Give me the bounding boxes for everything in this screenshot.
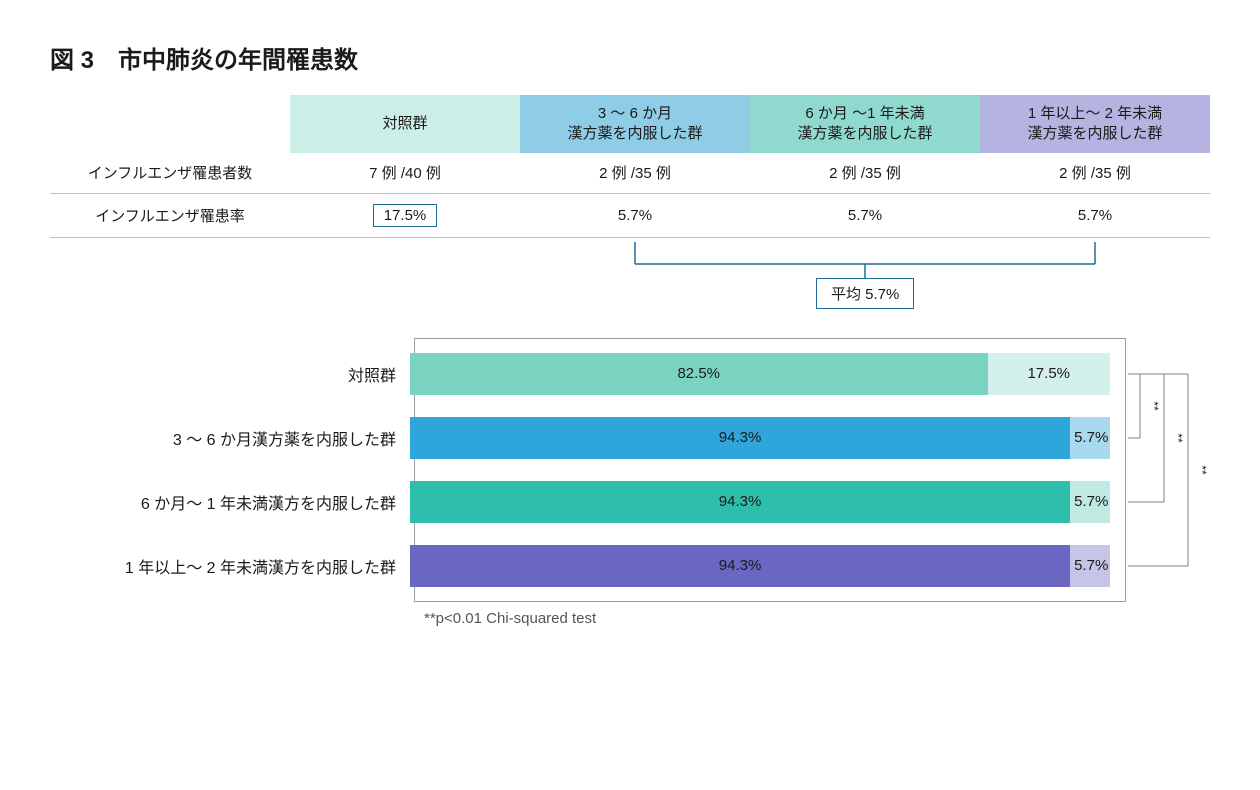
average-box: 平均 5.7% bbox=[816, 278, 914, 309]
bar-track: 94.3%5.7% bbox=[410, 481, 1110, 523]
table-row-count: インフルエンザ罹患者数 7 例 /40 例2 例 /35 例2 例 /35 例2… bbox=[50, 153, 1210, 193]
average-bracket-svg bbox=[50, 238, 1210, 318]
bar-segment-primary: 82.5% bbox=[410, 353, 988, 395]
summary-table: 対照群3 〜 6 か月漢方薬を内服した群6 か月 〜1 年未満漢方薬を内服した群… bbox=[50, 95, 1210, 238]
table-col-header: 6 か月 〜1 年未満漢方薬を内服した群 bbox=[750, 95, 980, 153]
row-label-count: インフルエンザ罹患者数 bbox=[50, 153, 290, 193]
table-cell-count: 2 例 /35 例 bbox=[520, 153, 750, 193]
table-cell-rate: 5.7% bbox=[750, 193, 980, 237]
table-col-header: 1 年以上〜 2 年未満漢方薬を内服した群 bbox=[980, 95, 1210, 153]
chart-row: 6 か月〜 1 年未満漢方を内服した群94.3%5.7% bbox=[50, 476, 1110, 528]
table-col-header: 3 〜 6 か月漢方薬を内服した群 bbox=[520, 95, 750, 153]
table-cell-rate: 5.7% bbox=[520, 193, 750, 237]
chart-footnote: **p<0.01 Chi-squared test bbox=[424, 610, 1210, 627]
bar-segment-secondary: 5.7% bbox=[1070, 417, 1110, 459]
chart-row: 1 年以上〜 2 年未満漢方を内服した群94.3%5.7% bbox=[50, 540, 1110, 592]
bar-track: 82.5%17.5% bbox=[410, 353, 1110, 395]
bar-label: 対照群 bbox=[50, 362, 410, 386]
chart-row: 3 〜 6 か月漢方薬を内服した群94.3%5.7% bbox=[50, 412, 1110, 464]
bar-segment-primary: 94.3% bbox=[410, 417, 1070, 459]
bar-segment-secondary: 5.7% bbox=[1070, 481, 1110, 523]
bar-chart: ****** 対照群82.5%17.5%3 〜 6 か月漢方薬を内服した群94.… bbox=[50, 338, 1210, 602]
chart-row: 対照群82.5%17.5% bbox=[50, 348, 1110, 400]
table-cell-count: 2 例 /35 例 bbox=[980, 153, 1210, 193]
bar-segment-secondary: 17.5% bbox=[988, 353, 1111, 395]
bar-label: 6 か月〜 1 年未満漢方を内服した群 bbox=[50, 490, 410, 514]
svg-text:**: ** bbox=[1147, 401, 1161, 411]
bar-label: 3 〜 6 か月漢方薬を内服した群 bbox=[50, 426, 410, 450]
table-col-header: 対照群 bbox=[290, 95, 520, 153]
table-cell-rate: 17.5% bbox=[290, 193, 520, 237]
table-header-row: 対照群3 〜 6 か月漢方薬を内服した群6 か月 〜1 年未満漢方薬を内服した群… bbox=[50, 95, 1210, 153]
bar-track: 94.3%5.7% bbox=[410, 545, 1110, 587]
bar-label: 1 年以上〜 2 年未満漢方を内服した群 bbox=[50, 554, 410, 578]
bar-segment-secondary: 5.7% bbox=[1070, 545, 1110, 587]
svg-text:**: ** bbox=[1171, 433, 1185, 443]
table-cell-rate: 5.7% bbox=[980, 193, 1210, 237]
row-label-rate: インフルエンザ罹患率 bbox=[50, 193, 290, 237]
bar-track: 94.3%5.7% bbox=[410, 417, 1110, 459]
figure-title: 図 3 市中肺炎の年間罹患数 bbox=[50, 40, 1210, 75]
table-cell-count: 7 例 /40 例 bbox=[290, 153, 520, 193]
svg-text:**: ** bbox=[1195, 465, 1209, 475]
bar-segment-primary: 94.3% bbox=[410, 481, 1070, 523]
significance-brackets: ** ** ** bbox=[1128, 338, 1224, 602]
table-cell-count: 2 例 /35 例 bbox=[750, 153, 980, 193]
table-row-rate: インフルエンザ罹患率 17.5%5.7%5.7%5.7% bbox=[50, 193, 1210, 237]
average-bracket-zone: 平均 5.7% bbox=[50, 238, 1210, 318]
bar-segment-primary: 94.3% bbox=[410, 545, 1070, 587]
